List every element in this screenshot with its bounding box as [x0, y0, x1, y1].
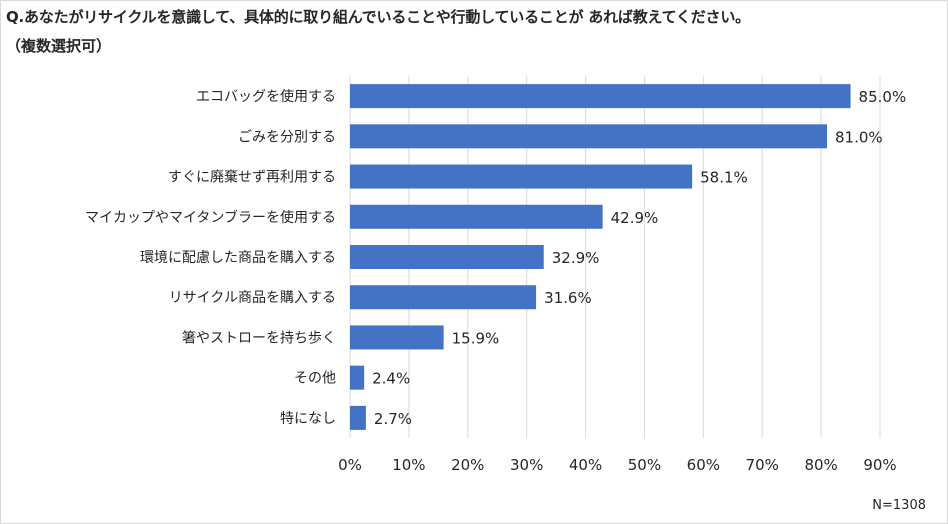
category-label: その他 — [294, 371, 336, 387]
category-label: ごみを分別する — [238, 129, 336, 145]
data-label: 81.0% — [835, 128, 883, 146]
x-tick-label: 40% — [569, 456, 602, 474]
category-label: すぐに廃棄せず再利用する — [168, 169, 336, 186]
bar — [350, 405, 366, 430]
bar — [350, 325, 444, 350]
bar — [350, 365, 365, 390]
category-label: 箸やストローを持ち歩く — [182, 329, 336, 346]
category-label: マイカップやマイタンブラーを使用する — [85, 209, 336, 226]
x-tick-label: 30% — [510, 456, 543, 474]
chart-subtitle: （複数選択可） — [6, 37, 112, 55]
x-tick-label: 10% — [392, 456, 425, 474]
x-tick-label: 80% — [804, 456, 837, 474]
x-tick-label: 20% — [451, 456, 484, 474]
category-label: 特になし — [280, 411, 336, 427]
x-tick-label: 70% — [746, 456, 779, 474]
bar — [350, 124, 827, 149]
category-label: エコバッグを使用する — [196, 88, 336, 105]
data-label: 2.7% — [374, 410, 412, 428]
data-label: 2.4% — [372, 370, 410, 388]
data-label: 85.0% — [859, 88, 907, 106]
labels: 0% 10% 20% 30% 40% 50% 60% 70% 80% 90% エコバッグを使用する 8… — [85, 88, 906, 474]
category-label: リサイクル商品を購入する — [169, 290, 336, 306]
bar — [350, 204, 603, 229]
data-label: 58.1% — [700, 169, 748, 187]
data-label: 15.9% — [452, 329, 500, 347]
category-label: 環境に配慮した商品を購入する — [140, 250, 336, 266]
data-label: 32.9% — [552, 249, 600, 267]
chart-title: Q.あなたがリサイクルを意識して、具体的に取り組んでいることや行動していることが… — [6, 8, 750, 26]
bars — [350, 84, 851, 430]
x-tick-label: 60% — [687, 456, 720, 474]
bar — [350, 84, 851, 109]
bar — [350, 245, 544, 269]
x-tick-label: 0% — [338, 456, 362, 474]
data-label: 31.6% — [544, 289, 592, 307]
data-label: 42.9% — [611, 209, 659, 227]
x-tick-label: 50% — [628, 456, 661, 474]
x-tick-label: 90% — [863, 456, 896, 474]
bar — [350, 164, 693, 189]
bar — [350, 285, 537, 310]
sample-size-note: N=1308 — [872, 498, 926, 513]
